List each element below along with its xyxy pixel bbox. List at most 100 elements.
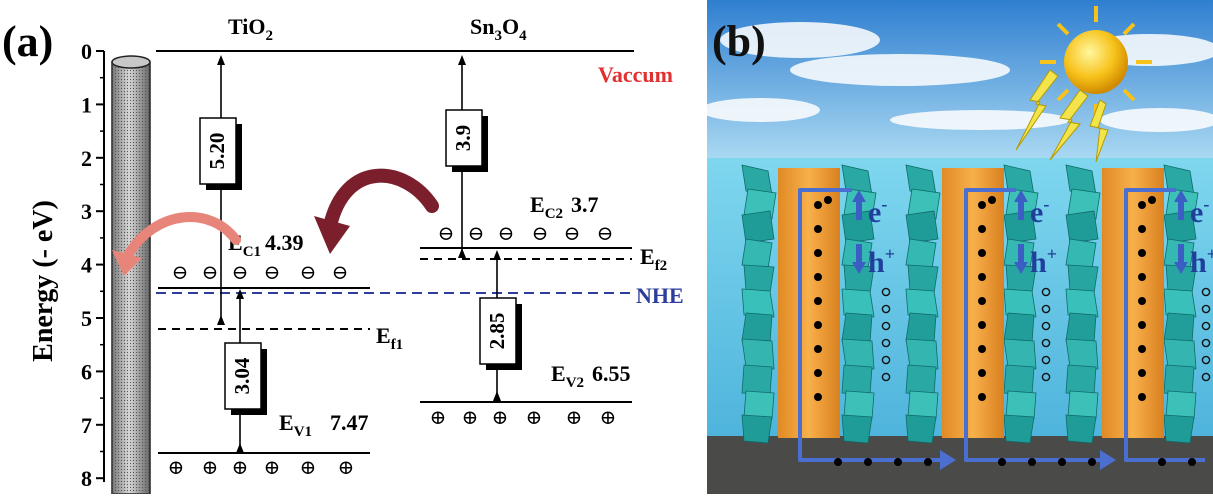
hole-circle — [1201, 321, 1211, 331]
electron-dot — [998, 458, 1006, 466]
electron-dot — [814, 369, 822, 377]
electron-dot — [814, 225, 822, 233]
hole-circle — [1201, 355, 1211, 365]
electron-dot — [814, 273, 822, 281]
electron-dot — [1138, 393, 1146, 401]
hole-circle — [1201, 338, 1211, 348]
electron-dot — [1138, 273, 1146, 281]
charge-symbol: ⊕ — [202, 457, 219, 479]
electron-dot — [814, 393, 822, 401]
panel-a-label: (a) — [2, 17, 53, 66]
electron-dot — [1058, 458, 1066, 466]
charge-symbol: ⊕ — [338, 457, 355, 479]
electron-dot — [988, 196, 996, 204]
charge-labels: e- h+ e- h+ e- h+ — [868, 194, 1213, 279]
hole-circle — [881, 372, 891, 382]
charge-symbol: ⊖ — [232, 262, 249, 284]
electrode-cylinder — [111, 55, 151, 495]
hole-label-2: h+ — [1030, 244, 1057, 279]
electron-dot — [1158, 458, 1166, 466]
charge-symbol: ⊖ — [498, 223, 515, 245]
electron-dot — [894, 458, 902, 466]
y-tick-label: 0 — [81, 39, 92, 64]
charge-symbol: ⊕ — [232, 457, 249, 479]
electron-dot — [814, 249, 822, 257]
electron-dot — [978, 393, 986, 401]
electron-dot — [978, 273, 986, 281]
hole-label-1: h+ — [868, 244, 895, 279]
hole-circle — [1201, 372, 1211, 382]
electron-dot — [1138, 249, 1146, 257]
electron-label-2: e- — [1030, 194, 1049, 229]
hole-circle — [1201, 287, 1211, 297]
electron-dot — [824, 196, 832, 204]
ev2-label: EV2 6.55 — [551, 361, 631, 391]
ec1-label: EC1 4.39 — [228, 230, 304, 260]
y-axis-ticks: 0 1 2 3 4 5 6 7 8 — [81, 39, 104, 491]
y-tick-label: 7 — [81, 413, 92, 438]
y-tick-label: 1 — [81, 92, 92, 117]
electrons-in-rods — [814, 196, 1196, 466]
charge-symbol: ⊕ — [462, 407, 479, 429]
electron-label-1: e- — [868, 194, 887, 229]
y-tick-label: 2 — [81, 146, 92, 171]
electron-dot — [1138, 225, 1146, 233]
hole-circle — [1041, 287, 1051, 297]
hole-circle — [881, 304, 891, 314]
charge-symbol: ⊖ — [172, 262, 189, 284]
tio2-nanorods — [778, 168, 1164, 438]
electron-dot — [978, 225, 986, 233]
electron-dot — [1138, 369, 1146, 377]
svg-text:2.85: 2.85 — [485, 313, 509, 350]
ef1-label: Ef1 — [376, 323, 403, 353]
electron-transfer-arrow-to-tio2 — [314, 168, 439, 254]
electron-dot — [1188, 458, 1196, 466]
charge-symbol: ⊖ — [597, 223, 614, 245]
hole-circle — [881, 338, 891, 348]
hole-label-3: h+ — [1190, 244, 1213, 279]
electron-dot — [1138, 321, 1146, 329]
hole-circle — [881, 355, 891, 365]
svg-text:3.04: 3.04 — [230, 357, 254, 394]
ec2-label: EC2 3.7 — [530, 192, 599, 222]
holes-in-flakes — [881, 287, 1211, 382]
clouds — [700, 22, 1213, 132]
hole-circle — [1041, 355, 1051, 365]
substrate — [707, 436, 1213, 494]
charge-symbol: ⊕ — [264, 457, 281, 479]
electron-dot — [864, 458, 872, 466]
electron-dot — [814, 297, 822, 305]
electron-dot — [978, 321, 986, 329]
ef2-label: Ef2 — [640, 244, 667, 274]
electron-dot — [924, 458, 932, 466]
sun-icon — [1040, 6, 1152, 120]
charge-symbol: ⊕ — [526, 407, 543, 429]
svg-text:3.9: 3.9 — [451, 125, 475, 151]
material-tio2: TiO2 — [228, 14, 273, 44]
material-sn3o4: Sn3O4 — [470, 14, 527, 44]
charge-symbol: ⊖ — [332, 262, 349, 284]
electron-dot — [1138, 345, 1146, 353]
tio2-box-5-20: 5.20 — [199, 117, 242, 190]
nhe-label: NHE — [636, 283, 684, 308]
electron-dot — [1148, 196, 1156, 204]
svg-text:5.20: 5.20 — [205, 133, 229, 170]
hole-circle — [1041, 372, 1051, 382]
sn3o4-box-3-9: 3.9 — [445, 109, 488, 172]
light-rays — [1015, 69, 1109, 163]
tio2-holes: ⊕ ⊕ ⊕ ⊕ ⊕ ⊕ — [168, 457, 355, 479]
electron-dot — [1138, 201, 1146, 209]
panel-b-label: (b) — [712, 17, 766, 66]
electron-dot — [814, 345, 822, 353]
vacuum-label: Vaccum — [598, 62, 673, 87]
charge-symbol: ⊕ — [168, 457, 185, 479]
path-arrowheads — [940, 450, 1116, 470]
charge-symbol: ⊕ — [566, 407, 583, 429]
electron-dot — [978, 297, 986, 305]
y-tick-label: 3 — [81, 199, 92, 224]
electron-dot — [978, 369, 986, 377]
electron-dot — [1138, 297, 1146, 305]
sn3o4-electrons: ⊖ ⊖ ⊖ ⊖ ⊖ ⊖ — [438, 223, 614, 245]
